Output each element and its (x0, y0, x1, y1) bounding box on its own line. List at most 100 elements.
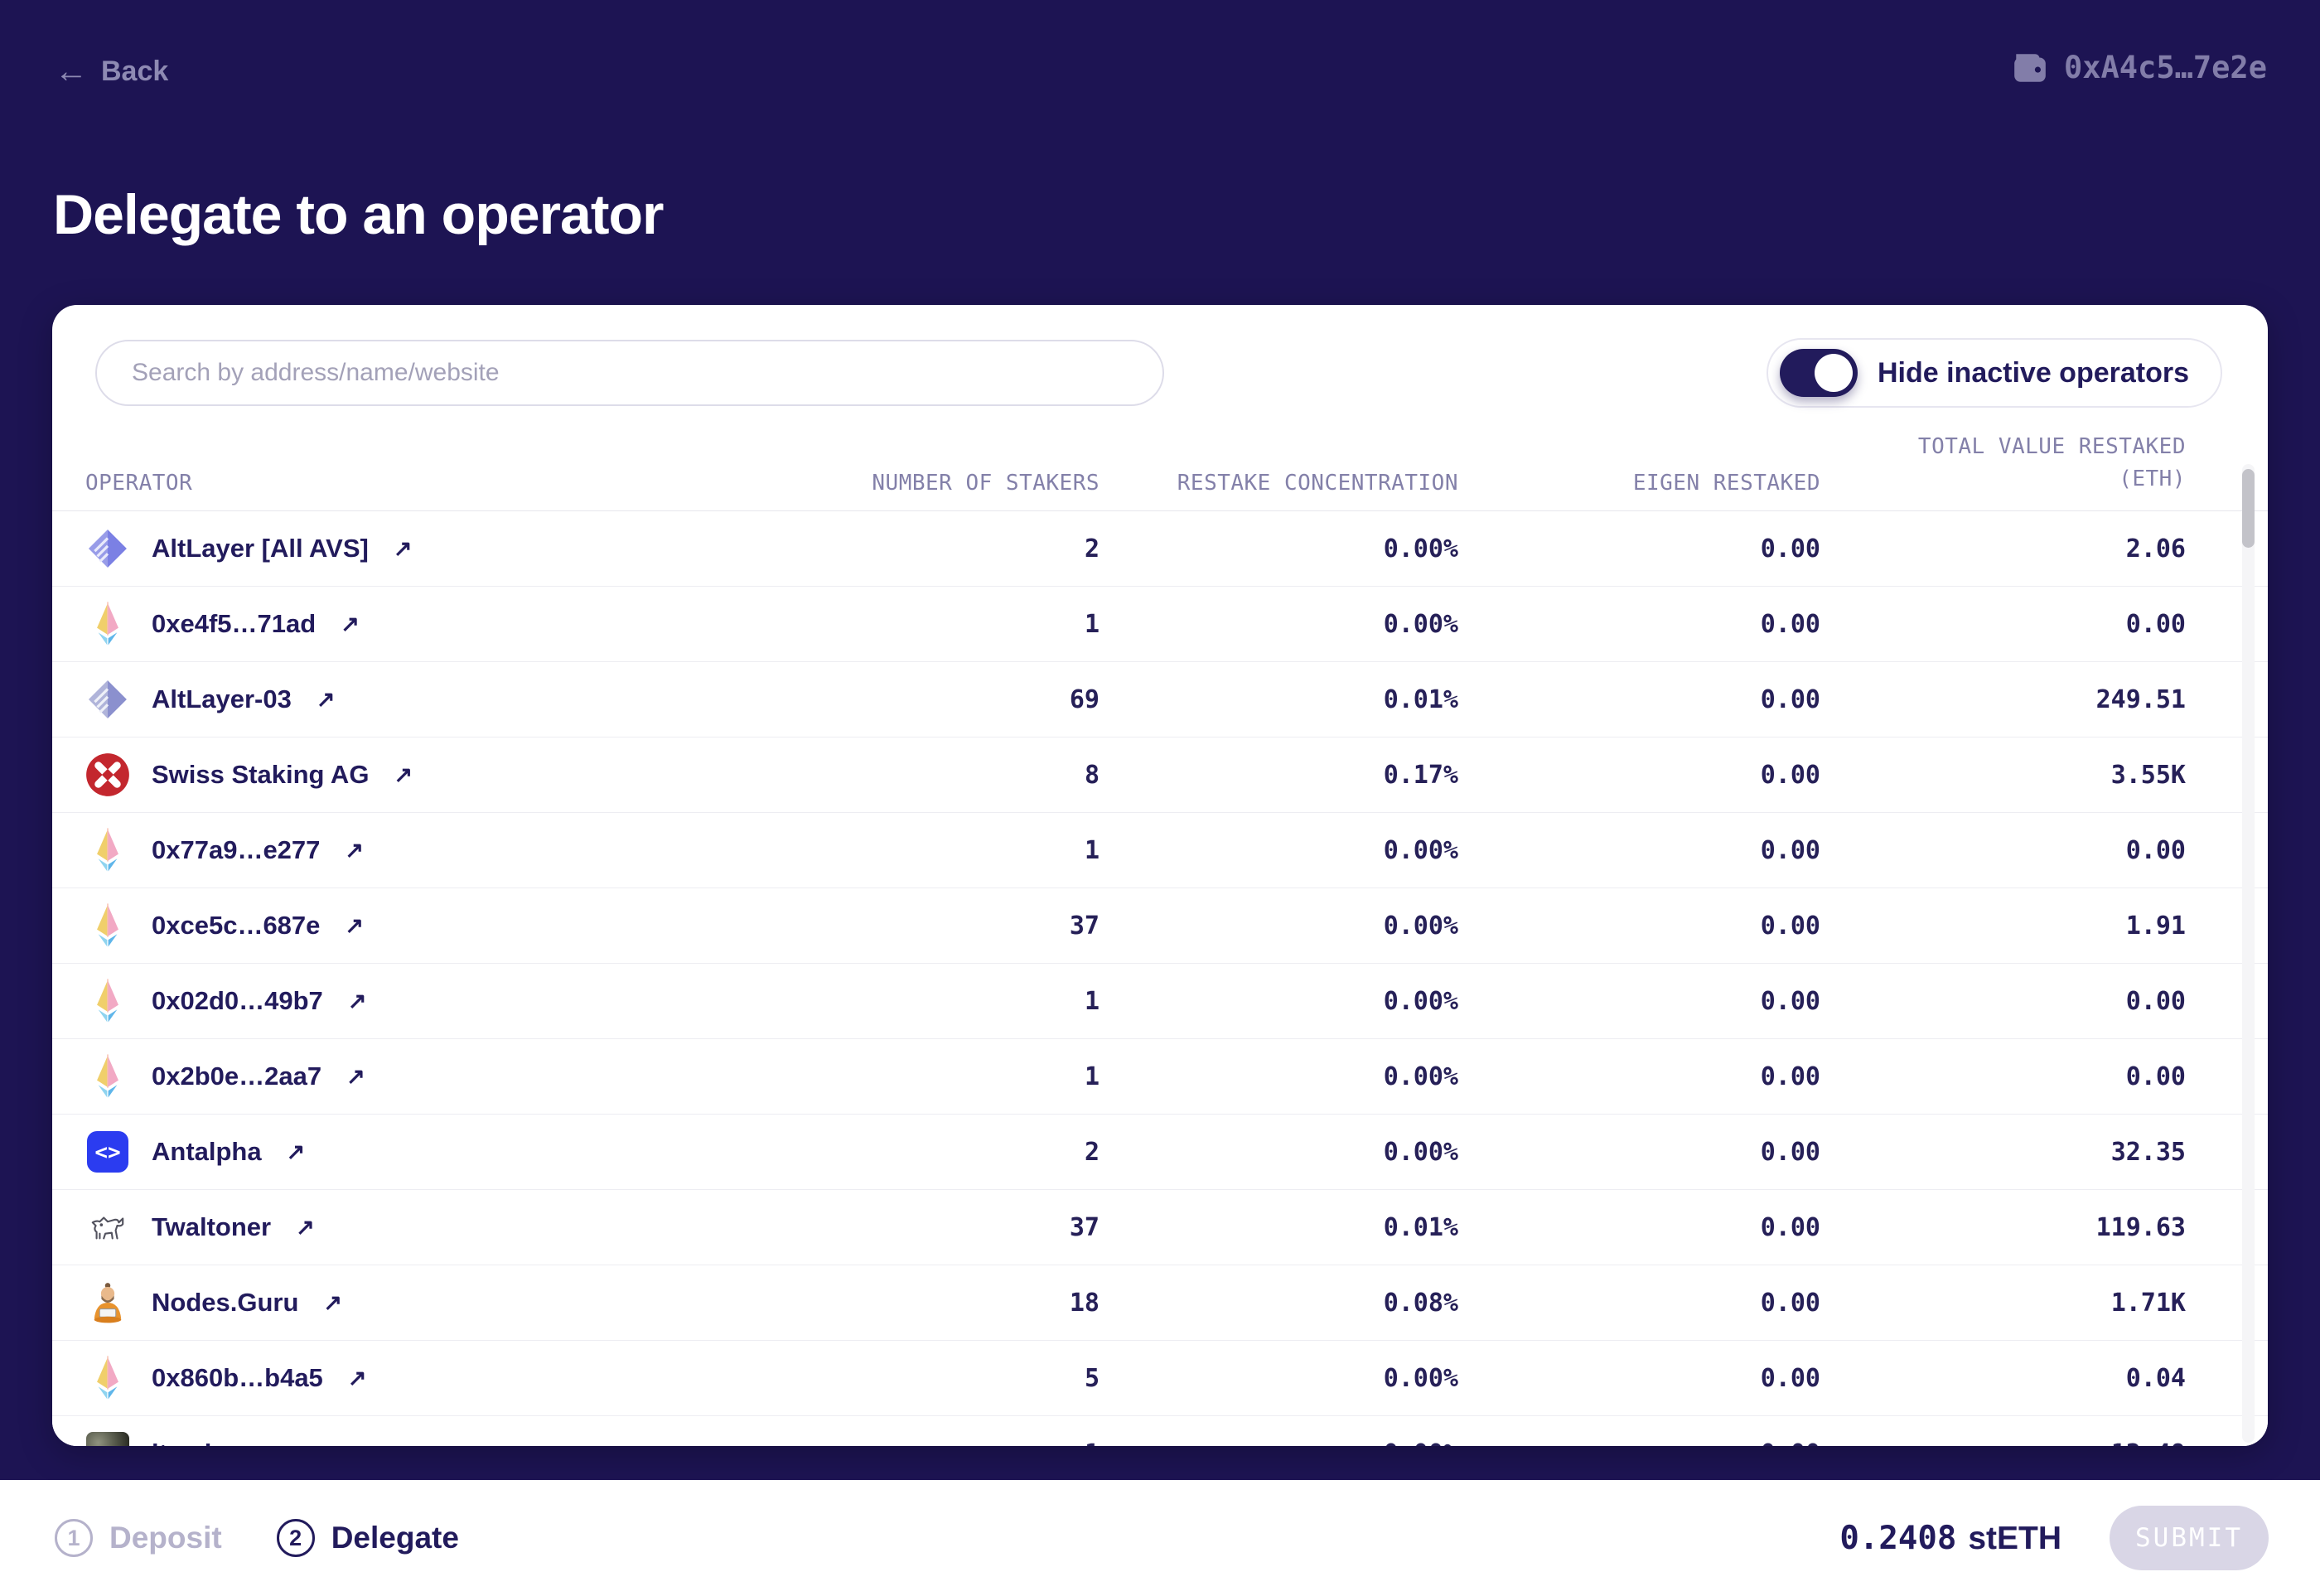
step-deposit-label: Deposit (109, 1521, 222, 1555)
external-link-arrow-icon[interactable]: ↗ (345, 837, 365, 863)
stakers-value: 2 (1084, 534, 1100, 563)
total-restaked-value: 249.51 (2095, 684, 2186, 714)
external-link-arrow-icon[interactable]: ↗ (346, 1063, 365, 1089)
column-header-total: TOTAL VALUE RESTAKED (ETH) (1917, 434, 2186, 491)
operator-cell[interactable]: Swiss Staking AG ↗ (85, 752, 801, 797)
column-header-operator: OPERATOR (85, 471, 193, 496)
external-link-arrow-icon[interactable]: ↗ (394, 762, 413, 787)
operator-cell[interactable]: 0x2b0e…2aa7 ↗ (85, 1054, 801, 1100)
table-scrollbar[interactable] (2242, 464, 2255, 1443)
table-row[interactable]: itami ↗ 1 0.00% 0.00 12.49 (52, 1416, 2268, 1446)
stakers-value: 1 (1084, 609, 1100, 639)
eth-diamond-icon (85, 828, 130, 874)
eigen-restaked-value: 0.00 (1760, 986, 1820, 1016)
table-row[interactable]: Swiss Staking AG ↗ 8 0.17% 0.00 3.55K (52, 738, 2268, 813)
back-label: Back (101, 55, 169, 87)
table-row[interactable]: 0x860b…b4a5 ↗ 5 0.00% 0.00 0.04 (52, 1341, 2268, 1416)
table-row[interactable]: AltLayer-03 ↗ 69 0.01% 0.00 249.51 (52, 662, 2268, 738)
total-restaked-value: 2.06 (2125, 534, 2186, 563)
external-link-arrow-icon[interactable]: ↗ (286, 1139, 306, 1164)
operator-name: Swiss Staking AG (152, 760, 370, 789)
operator-cell[interactable]: Nodes.Guru ↗ (85, 1280, 801, 1325)
operator-cell[interactable]: 0x02d0…49b7 ↗ (85, 979, 801, 1025)
table-row[interactable]: 0xce5c…687e ↗ 37 0.00% 0.00 1.91 (52, 888, 2268, 964)
hide-inactive-toggle[interactable]: Hide inactive operators (1766, 338, 2222, 408)
concentration-value: 0.00% (1383, 1363, 1458, 1393)
operator-cell[interactable]: itami ↗ (85, 1431, 801, 1446)
total-restaked-value: 12.49 (1820, 1439, 2186, 1447)
operator-rows: AltLayer [All AVS] ↗ 2 0.00% 0.00 2.06 0… (52, 510, 2268, 1446)
search-input[interactable] (95, 340, 1164, 406)
concentration-value: 0.00% (1383, 1137, 1458, 1167)
total-restaked-value: 1.71K (2110, 1288, 2186, 1318)
card-header: Hide inactive operators (52, 305, 2268, 408)
operator-name: 0x02d0…49b7 (152, 986, 323, 1015)
concentration-value: 0.00% (1383, 986, 1458, 1016)
operator-cell[interactable]: 0x860b…b4a5 ↗ (85, 1356, 801, 1402)
submit-button[interactable]: SUBMIT (2110, 1506, 2269, 1570)
stakers-value: 8 (1084, 760, 1100, 790)
guru-icon (85, 1280, 130, 1325)
eigen-restaked-value: 0.00 (1760, 684, 1820, 714)
external-link-arrow-icon[interactable]: ↗ (347, 1365, 367, 1390)
wallet-address-button[interactable]: 0xA4c5…7e2e (2011, 50, 2267, 85)
balance-amount: 0.2408 (1839, 1519, 1957, 1557)
concentration-value: 0.00% (1383, 534, 1458, 563)
operator-cell[interactable]: 0xe4f5…71ad ↗ (85, 602, 801, 648)
total-restaked-value: 1.91 (2125, 911, 2186, 941)
eigen-restaked-value: 0.00 (1760, 1212, 1820, 1242)
external-link-arrow-icon[interactable]: ↗ (236, 1441, 255, 1447)
table-row[interactable]: Twaltoner ↗ 37 0.01% 0.00 119.63 (52, 1190, 2268, 1265)
external-link-arrow-icon[interactable]: ↗ (316, 686, 336, 712)
operator-name: 0x77a9…e277 (152, 835, 321, 864)
step-delegate: 2 Delegate (276, 1519, 459, 1557)
table-row[interactable]: Nodes.Guru ↗ 18 0.08% 0.00 1.71K (52, 1265, 2268, 1341)
external-link-arrow-icon[interactable]: ↗ (345, 912, 365, 938)
eigen-restaked-value: 0.00 (1760, 1363, 1820, 1393)
external-link-arrow-icon[interactable]: ↗ (341, 611, 360, 636)
balance: 0.2408 stETH (1839, 1520, 2061, 1557)
step-deposit-number: 1 (55, 1519, 93, 1557)
table-scrollbar-thumb[interactable] (2242, 469, 2255, 548)
table-row[interactable]: 0xe4f5…71ad ↗ 1 0.00% 0.00 0.00 (52, 587, 2268, 662)
eth-diamond-icon (85, 602, 130, 648)
altlayer-icon (85, 526, 130, 571)
table-header-row: OPERATOR NUMBER OF STAKERS RESTAKE CONCE… (52, 408, 2268, 510)
table-row[interactable]: 0x2b0e…2aa7 ↗ 1 0.00% 0.00 0.00 (52, 1039, 2268, 1115)
operator-name: 0xce5c…687e (152, 911, 321, 940)
operator-name: 0x860b…b4a5 (152, 1363, 323, 1392)
operator-cell[interactable]: <> Antalpha ↗ (85, 1129, 801, 1174)
toggle-switch[interactable] (1779, 349, 1858, 397)
eth-diamond-icon (85, 903, 130, 950)
concentration-value: 0.01% (1383, 684, 1458, 714)
table-row[interactable]: 0x77a9…e277 ↗ 1 0.00% 0.00 0.00 (52, 813, 2268, 888)
operator-name: Twaltoner (152, 1212, 272, 1241)
table-row[interactable]: AltLayer [All AVS] ↗ 2 0.00% 0.00 2.06 (52, 511, 2268, 587)
stakers-value: 1 (1084, 835, 1100, 865)
svg-text:<>: <> (94, 1140, 120, 1165)
operator-cell[interactable]: 0x77a9…e277 ↗ (85, 828, 801, 874)
concentration-value: 0.08% (1383, 1288, 1458, 1318)
external-link-arrow-icon[interactable]: ↗ (296, 1214, 315, 1240)
operator-cell[interactable]: Twaltoner ↗ (85, 1205, 801, 1250)
altlayer-muted-icon (85, 677, 130, 722)
stakers-value: 18 (1069, 1288, 1100, 1318)
total-restaked-value: 32.35 (2110, 1137, 2186, 1167)
stakers-value: 1 (1084, 986, 1100, 1016)
eigen-restaked-value: 0.00 (1760, 911, 1820, 941)
swiss-staking-icon (85, 752, 130, 797)
column-header-stakers: NUMBER OF STAKERS (872, 471, 1100, 496)
eigen-restaked-value: 0.00 (1760, 1288, 1820, 1318)
eigen-restaked-value: 0.00 (1458, 1439, 1820, 1447)
table-row[interactable]: <> Antalpha ↗ 2 0.00% 0.00 32.35 (52, 1115, 2268, 1190)
external-link-arrow-icon[interactable]: ↗ (393, 535, 413, 561)
operator-cell[interactable]: AltLayer-03 ↗ (85, 677, 801, 722)
external-link-arrow-icon[interactable]: ↗ (347, 988, 367, 1013)
back-button[interactable]: ← Back (55, 55, 168, 88)
operator-cell[interactable]: AltLayer [All AVS] ↗ (85, 526, 801, 571)
stakers-value: 37 (1069, 1212, 1100, 1242)
stakers-value: 37 (1069, 911, 1100, 941)
external-link-arrow-icon[interactable]: ↗ (323, 1289, 343, 1315)
operator-cell[interactable]: 0xce5c…687e ↗ (85, 903, 801, 950)
table-row[interactable]: 0x02d0…49b7 ↗ 1 0.00% 0.00 0.00 (52, 964, 2268, 1039)
